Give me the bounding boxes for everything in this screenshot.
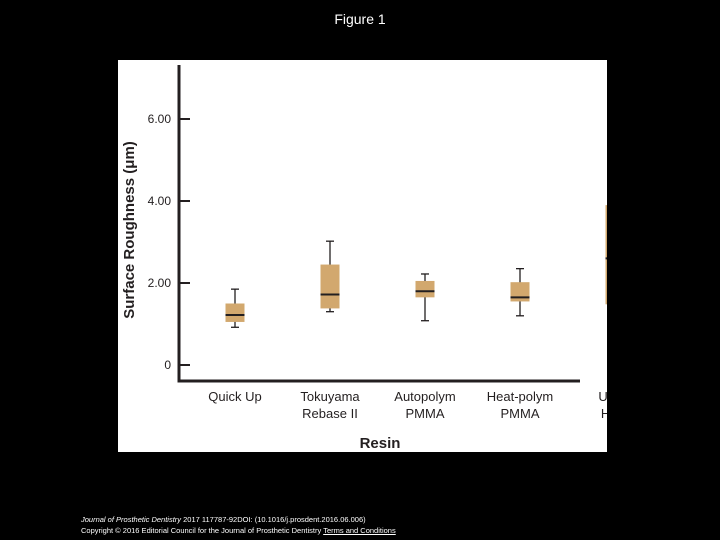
y-tick-label: 4.00 [148,194,172,208]
chart-panel: 0 2.00 4.00 6.00 Quick Up Tokuyama Rebase II A… [118,60,607,452]
x-axis-title: Resin [360,435,401,452]
x-tick-label: PMMA [501,406,540,421]
y-tick-label: 0 [164,358,171,372]
citation-line: Journal of Prosthetic Dentistry 2017 117… [81,514,396,525]
box-iqr [320,264,340,309]
x-tick-label: Ufigel [598,389,607,404]
citation-text: 2017 117787-92DOI: (10.1016/j.prosdent.2… [181,515,366,524]
y-tick-label: 6.00 [148,112,172,126]
box-iqr [415,280,435,298]
x-tick-label: Heat-polym [487,389,553,404]
x-tick-labels: Quick Up Tokuyama Rebase II Autopolym PMMA He… [208,389,607,421]
x-tick-label: Autopolym [394,389,455,404]
y-ticks: 0 2.00 4.00 6.00 [148,112,190,372]
copyright-text: Copyright © 2016 Editorial Council for t… [81,526,322,535]
figure-title: Figure 1 [334,11,386,27]
x-tick-label: Quick Up [208,389,261,404]
copyright-line: Copyright © 2016 Editorial Council for t… [81,525,396,536]
figure-footer: Journal of Prosthetic Dentistry 2017 117… [81,514,396,536]
y-axis-title: Surface Roughness (μm) [121,141,138,319]
x-tick-label: Tokuyama [300,389,360,404]
terms-link[interactable]: Terms and Conditions [323,526,396,535]
journal-name: Journal of Prosthetic Dentistry [81,515,182,524]
y-tick-label: 2.00 [148,276,172,290]
box-iqr [605,205,607,305]
box-plot-chart: 0 2.00 4.00 6.00 Quick Up Tokuyama Rebase II A… [121,65,607,452]
x-tick-label: Hard [601,406,607,421]
x-tick-label: PMMA [406,406,445,421]
box-iqr [510,282,530,302]
boxes [225,205,607,328]
box-iqr [225,303,245,322]
x-tick-label: Rebase II [302,406,358,421]
